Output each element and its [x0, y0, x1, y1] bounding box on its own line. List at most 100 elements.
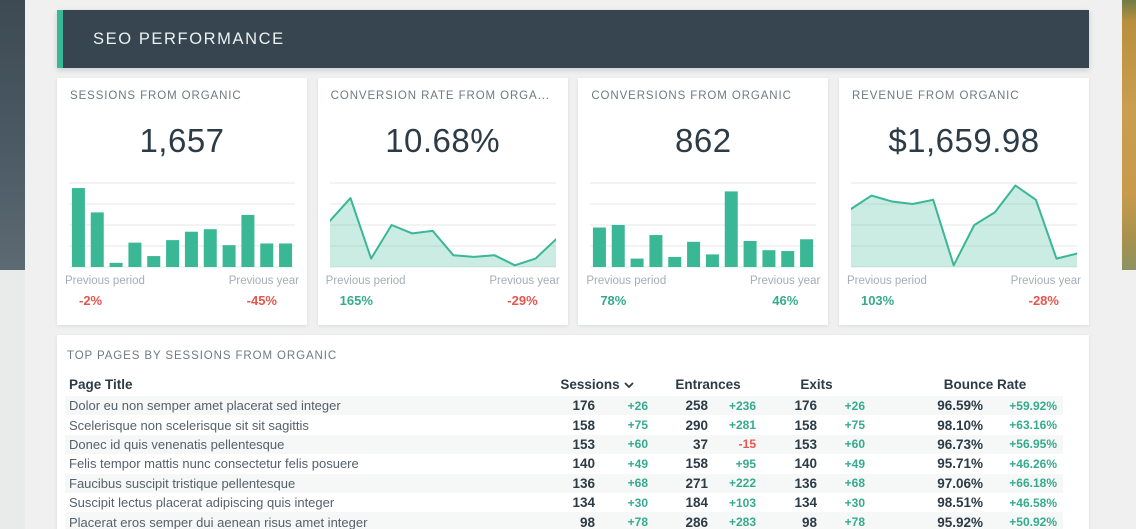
- cell-exits: 134: [794, 495, 817, 511]
- cell-entrances-delta: +103: [728, 495, 756, 510]
- cell-sessions: 153: [572, 436, 595, 452]
- previous-year-label: Previous year: [1010, 275, 1081, 287]
- cell-page-title: Dolor eu non semper amet placerat sed in…: [69, 398, 341, 414]
- cell-bounce-rate-delta: +63.16%: [1009, 418, 1057, 433]
- previous-year-value: -45%: [246, 293, 277, 308]
- previous-year-label: Previous year: [228, 275, 299, 287]
- kpi-title: SESSIONS FROM ORGANIC: [70, 90, 242, 102]
- previous-period-value: 103%: [860, 293, 895, 308]
- cell-exits: 158: [794, 417, 817, 433]
- cell-bounce-rate-delta: +50.92%: [1009, 515, 1057, 529]
- cell-entrances: 286: [685, 514, 708, 529]
- table-row: Suscipit lectus placerat adipiscing quis…: [65, 493, 1063, 512]
- kpi-value: 10.68%: [385, 122, 501, 159]
- cell-page-title: Felis tempor mattis nunc consectetur fel…: [69, 456, 359, 472]
- kpi-card[interactable]: CONVERSIONS FROM ORGANIC 862 Previous pe…: [578, 78, 829, 325]
- kpi-sparkline-chart: [850, 182, 1077, 268]
- cell-entrances: 37: [692, 436, 708, 452]
- background-left-lower: [0, 270, 25, 529]
- cell-sessions: 136: [572, 475, 595, 491]
- column-header-entrances[interactable]: Entrances: [675, 376, 741, 392]
- table-title: TOP PAGES BY SESSIONS FROM ORGANIC: [67, 350, 338, 362]
- table-row: Dolor eu non semper amet placerat sed in…: [65, 396, 1063, 416]
- kpi-comparison-labels: Previous period Previous year: [586, 275, 820, 287]
- cell-bounce-rate: 95.92%: [937, 514, 983, 529]
- cell-exits: 140: [794, 456, 817, 472]
- previous-period-label: Previous period: [846, 275, 927, 287]
- cell-bounce-rate-delta: +59.92%: [1009, 398, 1057, 413]
- top-pages-table: Page Title Sessions Entrances Exits Boun…: [65, 372, 1063, 529]
- table-header-row: Page Title Sessions Entrances Exits Boun…: [65, 372, 1063, 396]
- report-title: SEO PERFORMANCE: [93, 29, 285, 48]
- kpi-card[interactable]: REVENUE FROM ORGANIC $1,659.98 Previous …: [838, 78, 1089, 325]
- cell-sessions: 134: [572, 495, 595, 511]
- previous-year-label: Previous year: [489, 275, 560, 287]
- kpi-title: REVENUE FROM ORGANIC: [851, 90, 1020, 102]
- kpi-sparkline-chart: [329, 182, 556, 268]
- previous-year-label: Previous year: [750, 275, 821, 287]
- cell-exits-delta: +68: [844, 476, 865, 491]
- column-header-exits[interactable]: Exits: [800, 376, 833, 392]
- cell-sessions-delta: +68: [627, 476, 648, 491]
- cell-sessions-delta: +78: [627, 515, 648, 529]
- column-header-sessions[interactable]: Sessions: [540, 377, 654, 392]
- cell-sessions: 158: [572, 417, 595, 433]
- background-photo-right-strip: [1122, 0, 1136, 270]
- cell-entrances-delta: +236: [728, 398, 756, 413]
- cell-entrances: 184: [685, 495, 708, 511]
- report-header: SEO PERFORMANCE: [57, 10, 1089, 68]
- cell-exits-delta: +78: [844, 515, 865, 529]
- cell-sessions: 98: [579, 514, 595, 529]
- cell-entrances: 290: [685, 417, 708, 433]
- cell-entrances: 271: [685, 475, 708, 491]
- kpi-comparison-values: 103% -28%: [861, 293, 1059, 308]
- cell-exits-delta: +30: [844, 495, 865, 510]
- table-row: Donec id quis venenatis pellentesque 153…: [65, 434, 1063, 455]
- kpi-card[interactable]: SESSIONS FROM ORGANIC 1,657 Previous per…: [57, 78, 307, 325]
- top-pages-table-card: TOP PAGES BY SESSIONS FROM ORGANIC Page …: [57, 335, 1089, 529]
- cell-exits-delta: +60: [844, 437, 865, 452]
- cell-page-title: Donec id quis venenatis pellentesque: [69, 436, 285, 452]
- kpi-sparkline-chart: [590, 182, 817, 268]
- kpi-title: CONVERSION RATE FROM ORGA...: [330, 90, 550, 102]
- previous-period-label: Previous period: [325, 275, 406, 287]
- background-photo-left-strip: [0, 0, 25, 270]
- cell-bounce-rate: 96.73%: [937, 436, 983, 452]
- kpi-value: 862: [675, 122, 732, 159]
- kpi-comparison-values: -2% -45%: [79, 293, 277, 308]
- cell-entrances-delta: +281: [728, 418, 756, 433]
- cell-entrances: 158: [685, 456, 708, 472]
- previous-period-value: -2%: [79, 293, 103, 308]
- cell-exits-delta: +75: [844, 418, 865, 433]
- column-header-bounce-rate[interactable]: Bounce Rate: [943, 376, 1027, 392]
- column-header-page-title[interactable]: Page Title: [69, 376, 133, 392]
- kpi-value: $1,659.98: [888, 122, 1040, 159]
- cell-bounce-rate-delta: +66.18%: [1009, 476, 1057, 491]
- kpi-comparison-labels: Previous period Previous year: [847, 275, 1081, 287]
- table-row: Felis tempor mattis nunc consectetur fel…: [65, 454, 1063, 473]
- previous-year-value: 46%: [772, 293, 799, 308]
- kpi-comparison-values: 165% -29%: [340, 293, 538, 308]
- cell-sessions-delta: +30: [627, 495, 648, 510]
- kpi-title: CONVERSIONS FROM ORGANIC: [591, 90, 792, 102]
- cell-sessions-delta: +60: [627, 437, 648, 452]
- cell-bounce-rate: 95.71%: [937, 456, 983, 472]
- cell-bounce-rate-delta: +46.58%: [1009, 495, 1057, 510]
- cell-entrances: 258: [685, 398, 708, 414]
- sort-chevron-down-icon[interactable]: [624, 377, 634, 392]
- kpi-card[interactable]: CONVERSION RATE FROM ORGA... 10.68% Prev…: [317, 78, 568, 325]
- previous-period-label: Previous period: [586, 275, 667, 287]
- cell-entrances-delta: -15: [738, 437, 756, 452]
- table-row: Faucibus suscipit tristique pellentesque…: [65, 473, 1063, 493]
- previous-year-value: -28%: [1028, 293, 1059, 308]
- cell-sessions: 176: [572, 398, 595, 414]
- previous-period-value: 165%: [339, 293, 373, 308]
- cell-bounce-rate: 97.06%: [937, 475, 983, 491]
- cell-entrances-delta: +222: [728, 476, 756, 491]
- cell-bounce-rate-delta: +56.95%: [1009, 437, 1057, 452]
- cell-exits: 153: [794, 436, 817, 452]
- cell-sessions-delta: +26: [627, 398, 648, 413]
- table-row: Scelerisque non scelerisque sit sit sagi…: [65, 415, 1063, 434]
- kpi-comparison-labels: Previous period Previous year: [65, 275, 299, 287]
- cell-page-title: Scelerisque non scelerisque sit sit sagi…: [69, 417, 309, 433]
